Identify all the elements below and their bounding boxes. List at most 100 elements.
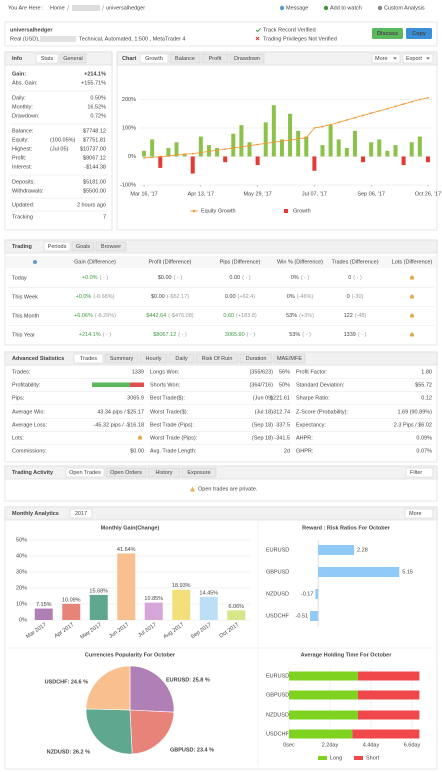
- value-label: 10.09%: [62, 597, 81, 603]
- menu-button[interactable]: [371, 53, 401, 64]
- cell-value: 0.00: [229, 275, 240, 281]
- action-icon: [279, 5, 285, 11]
- tab-label[interactable]: Growth: [145, 56, 163, 62]
- cell: 3065.90( - ): [225, 332, 256, 338]
- tab[interactable]: [229, 53, 265, 64]
- equity-point: [305, 136, 308, 139]
- info-label: Equity:: [12, 137, 29, 143]
- tab-label[interactable]: Open Trades: [69, 470, 101, 476]
- bar: [227, 610, 246, 620]
- tab-label[interactable]: History: [155, 470, 172, 476]
- tab[interactable]: [59, 53, 87, 64]
- more-button[interactable]: [404, 508, 434, 519]
- slice-label: NZDUSD: 26.2 %: [47, 749, 91, 755]
- cell-difference: (-8.29%): [95, 313, 116, 319]
- info-value: -$144.38: [84, 164, 106, 170]
- button[interactable]: [406, 28, 432, 39]
- button-label[interactable]: Copy: [412, 31, 427, 37]
- y-tick-label: 100%: [122, 125, 136, 131]
- action-link[interactable]: Message: [286, 5, 308, 11]
- value-label: 2.28: [357, 547, 368, 553]
- button[interactable]: [372, 28, 403, 39]
- tab-label[interactable]: Open Orders: [110, 470, 142, 476]
- tab-label[interactable]: Browser: [101, 244, 121, 250]
- action-link[interactable]: Custom Analysis: [384, 5, 425, 11]
- tab-label[interactable]: Periods: [48, 244, 67, 250]
- tab-label[interactable]: Exposure: [187, 470, 210, 476]
- growth-bar: [425, 156, 430, 163]
- button-label[interactable]: Discuss: [377, 31, 398, 37]
- bar: [89, 594, 108, 620]
- tab-label[interactable]: Stats: [41, 56, 54, 62]
- tab-label[interactable]: Risk Of Ruin: [202, 356, 233, 362]
- bar-segment: [289, 710, 358, 720]
- tab[interactable]: [139, 353, 168, 364]
- tab-label[interactable]: Profit: [209, 56, 222, 62]
- filter-label[interactable]: Filter: [410, 470, 422, 476]
- tab[interactable]: [169, 53, 201, 64]
- tab[interactable]: [71, 241, 95, 252]
- tab-label[interactable]: Hourly: [146, 356, 162, 362]
- legend-label[interactable]: Long: [330, 755, 342, 761]
- tab[interactable]: [168, 353, 195, 364]
- equity-point: [281, 140, 283, 143]
- tab[interactable]: [105, 467, 147, 478]
- tab[interactable]: [195, 353, 239, 364]
- stat-label: Average Loss:: [12, 422, 48, 428]
- tab-label[interactable]: Drawdown: [234, 56, 260, 62]
- equity-point: [143, 157, 145, 159]
- growth-bar: [344, 147, 349, 157]
- tab-label[interactable]: Daily: [175, 356, 187, 362]
- tab[interactable]: [139, 53, 169, 64]
- tab-label[interactable]: Balance: [175, 56, 195, 62]
- legend-label[interactable]: Short: [366, 755, 380, 761]
- tab-label[interactable]: Summary: [110, 356, 134, 362]
- tab[interactable]: [35, 53, 59, 64]
- tab-label[interactable]: Duration: [246, 356, 267, 362]
- tab[interactable]: [147, 467, 181, 478]
- tab[interactable]: [95, 241, 127, 252]
- value-label: 15.68%: [89, 588, 108, 594]
- stat-value: 0.07%: [416, 448, 432, 454]
- legend-label[interactable]: Equity Growth: [201, 208, 236, 214]
- growth-bar: [361, 156, 366, 163]
- equity-point: [354, 116, 356, 119]
- blurred-text: [72, 5, 100, 11]
- tab[interactable]: [73, 353, 104, 364]
- chart-title: Monthly Gain(Change): [101, 525, 160, 531]
- menu-label[interactable]: More: [375, 56, 388, 62]
- legend-label[interactable]: Growth: [293, 208, 311, 214]
- cell-difference: ( - ): [103, 332, 112, 338]
- tab-label[interactable]: 2017: [75, 511, 87, 517]
- tab[interactable]: [273, 353, 306, 364]
- tab[interactable]: [181, 467, 217, 478]
- column-header-row: [6, 256, 436, 268]
- menu-button[interactable]: [402, 53, 434, 64]
- cell-value: 122: [344, 313, 353, 319]
- x-tick-label: 2.2day: [322, 742, 339, 748]
- menu-label[interactable]: Export: [406, 56, 422, 62]
- more-label[interactable]: More: [409, 511, 422, 517]
- info-value: 2 hours ago: [77, 202, 106, 208]
- tab[interactable]: [104, 353, 139, 364]
- tab-label[interactable]: General: [63, 56, 83, 62]
- tab[interactable]: [239, 353, 273, 364]
- stat-value: 43.34 pips / $25.17: [97, 409, 144, 415]
- equity-point: [427, 96, 429, 99]
- tab[interactable]: [43, 241, 71, 252]
- info-value: +155.71%: [81, 80, 106, 86]
- filter-button[interactable]: [405, 467, 434, 478]
- tab[interactable]: [69, 508, 93, 519]
- breadcrumb-home[interactable]: Home: [50, 5, 65, 11]
- action-link[interactable]: Add to watch: [330, 5, 362, 11]
- tab-label[interactable]: Goals: [76, 244, 91, 250]
- equity-point: [191, 152, 194, 155]
- tab[interactable]: [201, 53, 229, 64]
- value-label: 5.15: [402, 569, 413, 575]
- tab-label[interactable]: Trades: [80, 356, 97, 362]
- action-icon: [323, 5, 329, 11]
- tab-label[interactable]: MAE/MFE: [277, 356, 302, 362]
- tab[interactable]: [65, 467, 105, 478]
- separator: [101, 4, 105, 12]
- equity-point: [289, 139, 291, 141]
